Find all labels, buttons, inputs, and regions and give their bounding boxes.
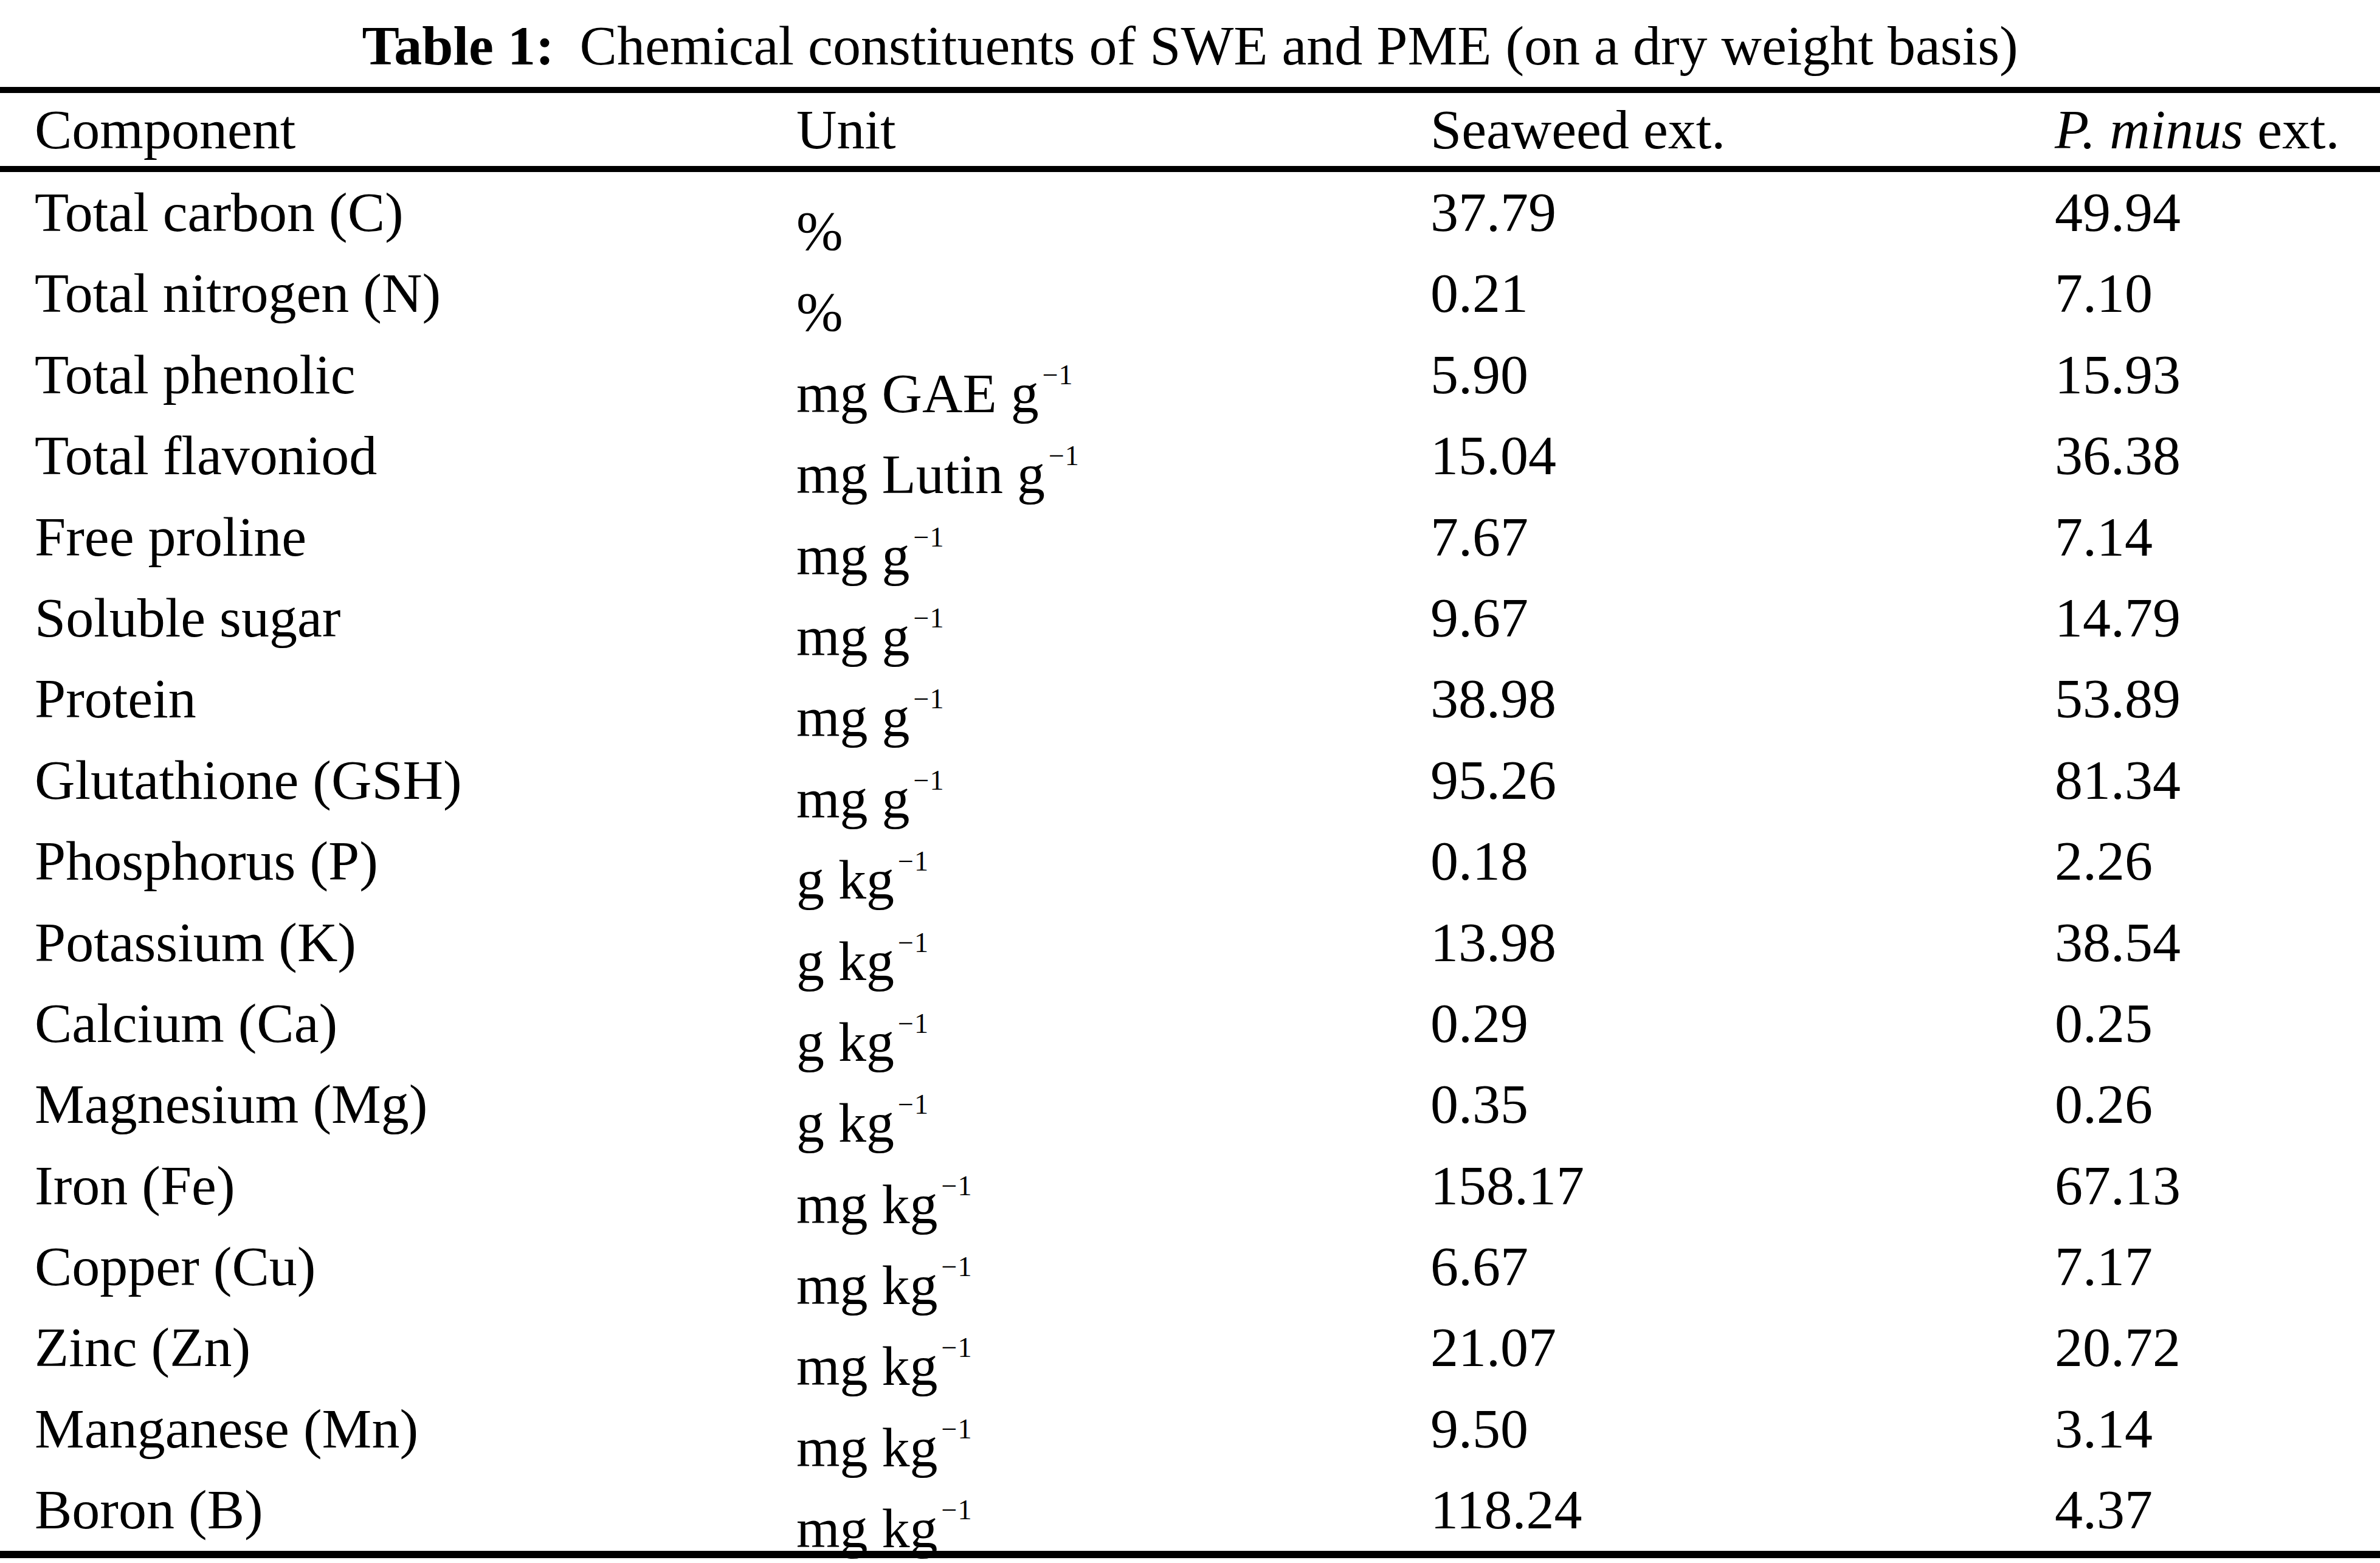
pminus-value-cell: 4.37 — [2055, 1469, 2380, 1563]
unit-superscript: −1 — [898, 1089, 929, 1120]
table-row: Total carbon (C) % 37.79 49.94 — [0, 172, 2380, 253]
unit-superscript: −1 — [942, 1413, 973, 1444]
unit-superscript: −1 — [898, 927, 929, 958]
unit-superscript: −1 — [1043, 359, 1074, 390]
table-row: Protein mg g−1 38.98 53.89 — [0, 658, 2380, 739]
column-header-component: Component — [0, 93, 796, 166]
unit-cell: mg kg−1 — [796, 1469, 1430, 1563]
unit-superscript: −1 — [942, 1494, 973, 1525]
unit-superscript: −1 — [914, 765, 945, 796]
table-row: Boron (B) mg kg−1 118.24 4.37 — [0, 1469, 2380, 1550]
unit-superscript: −1 — [914, 683, 945, 714]
seaweed-value-cell: 118.24 — [1430, 1469, 2055, 1563]
unit-superscript: −1 — [1049, 440, 1080, 471]
table-header-row: Component Unit Seaweed ext. P. minus ext… — [0, 93, 2380, 166]
table-row: Copper (Cu) mg kg−1 6.67 7.17 — [0, 1226, 2380, 1307]
table-row: Total flavoniod mg Lutin g−1 15.04 36.38 — [0, 415, 2380, 496]
table-caption-text: Chemical constituents of SWE and PME (on… — [580, 15, 2018, 77]
column-header-unit: Unit — [796, 93, 1430, 166]
unit-superscript: −1 — [914, 602, 945, 633]
table-row: Iron (Fe) mg kg−1 158.17 67.13 — [0, 1145, 2380, 1226]
table-caption: Table 1: Chemical constituents of SWE and… — [0, 0, 2380, 87]
paper-table-figure: Table 1: Chemical constituents of SWE and… — [0, 0, 2380, 1563]
table-row: Manganese (Mn) mg kg−1 9.50 3.14 — [0, 1389, 2380, 1469]
table-row: Phosphorus (P) g kg−1 0.18 2.26 — [0, 821, 2380, 902]
unit-superscript: −1 — [942, 1251, 973, 1282]
table-row: Magnesium (Mg) g kg−1 0.35 0.26 — [0, 1064, 2380, 1145]
table-row: Soluble sugar mg g−1 9.67 14.79 — [0, 578, 2380, 658]
unit-base-text: mg kg — [796, 1497, 938, 1559]
pminus-ext-suffix: ext. — [2243, 98, 2339, 160]
component-cell: Boron (B) — [0, 1469, 796, 1563]
table-row: Glutathione (GSH) mg g−1 95.26 81.34 — [0, 740, 2380, 821]
table-row: Potassium (K) g kg−1 13.98 38.54 — [0, 902, 2380, 983]
table-body: Total carbon (C) % 37.79 49.94 Total nit… — [0, 172, 2380, 1551]
table-row: Calcium (Ca) g kg−1 0.29 0.25 — [0, 983, 2380, 1064]
table-header-rule — [0, 166, 2380, 172]
table-row: Zinc (Zn) mg kg−1 21.07 20.72 — [0, 1307, 2380, 1388]
column-header-seaweed-ext: Seaweed ext. — [1430, 93, 2055, 166]
unit-superscript: −1 — [942, 1170, 973, 1201]
table-caption-number: Table 1: — [362, 15, 554, 77]
pminus-species-name: P. minus — [2055, 98, 2243, 160]
unit-superscript: −1 — [914, 522, 945, 553]
table-top-rule — [0, 87, 2380, 93]
table-row: Total phenolic mg GAE g−1 5.90 15.93 — [0, 334, 2380, 415]
unit-superscript: −1 — [898, 846, 929, 877]
column-header-pminus-ext: P. minus ext. — [2055, 93, 2380, 166]
unit-superscript: −1 — [942, 1332, 973, 1363]
unit-superscript: −1 — [898, 1008, 929, 1039]
table-row: Total nitrogen (N) % 0.21 7.10 — [0, 253, 2380, 334]
table-row: Free proline mg g−1 7.67 7.14 — [0, 497, 2380, 578]
